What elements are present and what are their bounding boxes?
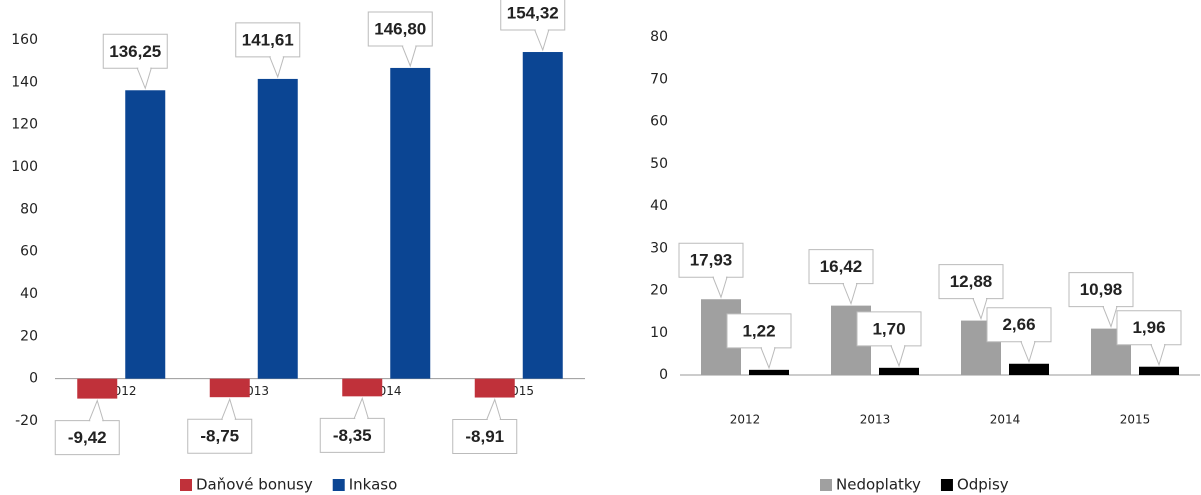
value-label: 1,96 xyxy=(1132,318,1165,337)
value-label: 1,22 xyxy=(742,321,775,340)
y-tick-label: 160 xyxy=(11,32,38,48)
value-label: 141,61 xyxy=(242,30,294,49)
callout-pointer xyxy=(760,347,776,370)
y-tick-label: 80 xyxy=(650,29,668,45)
callout-pointer xyxy=(486,398,502,421)
y-tick-label: 60 xyxy=(20,244,38,260)
value-label: -8,35 xyxy=(333,426,372,445)
y-tick-label: 30 xyxy=(650,240,668,256)
callout-pointer xyxy=(221,397,237,420)
bar xyxy=(125,90,166,379)
value-label: 146,80 xyxy=(374,19,426,38)
callout-pointer xyxy=(842,283,858,306)
callout-pointer xyxy=(136,67,152,90)
y-tick-label: 60 xyxy=(650,114,668,130)
callout xyxy=(500,0,566,31)
value-label: 154,32 xyxy=(507,4,559,23)
callout xyxy=(678,242,744,278)
callout xyxy=(856,311,922,347)
callout-pointer xyxy=(401,45,417,68)
callout-pointer xyxy=(712,276,728,299)
callout xyxy=(1116,310,1182,346)
bar xyxy=(257,78,298,379)
bar xyxy=(474,378,515,398)
legend-label: Inkaso xyxy=(349,476,398,494)
x-tick-label: 2014 xyxy=(990,413,1021,427)
legend-label: Nedoplatky xyxy=(836,476,921,494)
callout xyxy=(102,33,168,69)
y-tick-label: 70 xyxy=(650,71,668,87)
callout xyxy=(938,264,1004,300)
bar xyxy=(209,378,250,398)
y-tick-label: 10 xyxy=(650,325,668,341)
callout-pointer xyxy=(269,56,285,79)
callout-pointer xyxy=(88,399,104,422)
value-label: 10,98 xyxy=(1080,280,1123,299)
value-label: 16,42 xyxy=(820,257,863,276)
value-label: 17,93 xyxy=(690,251,733,270)
x-tick-label: 2013 xyxy=(860,413,891,427)
bar xyxy=(879,367,919,375)
callout xyxy=(1068,272,1134,308)
callout-pointer xyxy=(1020,341,1036,364)
legend-swatch xyxy=(332,479,345,491)
value-label: 2,66 xyxy=(1002,315,1035,334)
y-tick-label: 140 xyxy=(11,74,38,90)
bar xyxy=(1009,363,1049,375)
value-label: -8,91 xyxy=(465,427,504,446)
bar xyxy=(522,52,563,379)
callout-pointer xyxy=(890,345,906,368)
callout-pointer xyxy=(353,396,369,419)
callout xyxy=(986,307,1052,343)
y-tick-label: 120 xyxy=(11,117,38,133)
callout xyxy=(235,22,301,58)
callout-pointer xyxy=(1102,306,1118,329)
legend-label: Odpisy xyxy=(957,476,1009,494)
y-tick-label: 100 xyxy=(11,159,38,175)
bar xyxy=(342,378,383,397)
x-tick-label: 2015 xyxy=(1120,413,1151,427)
callout-pointer xyxy=(1150,344,1166,367)
y-tick-label: 50 xyxy=(650,156,668,172)
callout-pointer xyxy=(534,29,550,52)
y-tick-label: 40 xyxy=(20,286,38,302)
bar xyxy=(1139,366,1179,375)
value-label: -9,42 xyxy=(68,428,107,447)
value-label: -8,75 xyxy=(200,427,239,446)
y-tick-label: 80 xyxy=(20,201,38,217)
value-label: 12,88 xyxy=(950,272,993,291)
y-tick-label: 20 xyxy=(650,283,668,299)
legend-swatch xyxy=(180,479,192,491)
bar xyxy=(390,67,431,379)
legend-label: Daňové bonusy xyxy=(196,476,313,494)
value-label: 136,25 xyxy=(109,42,161,61)
legend-swatch xyxy=(820,479,832,491)
x-tick-label: 2012 xyxy=(730,413,761,427)
y-tick-label: 40 xyxy=(650,198,668,214)
bar xyxy=(749,369,789,375)
callout xyxy=(726,313,792,349)
value-label: 1,70 xyxy=(872,319,905,338)
bar xyxy=(77,378,118,399)
y-tick-label: -20 xyxy=(15,413,38,429)
y-tick-label: 0 xyxy=(29,371,38,387)
callout xyxy=(367,11,433,47)
legend-swatch xyxy=(940,479,953,491)
y-tick-label: 0 xyxy=(659,367,668,383)
y-tick-label: 20 xyxy=(20,328,38,344)
callout-pointer xyxy=(972,298,988,321)
callout xyxy=(808,249,874,285)
